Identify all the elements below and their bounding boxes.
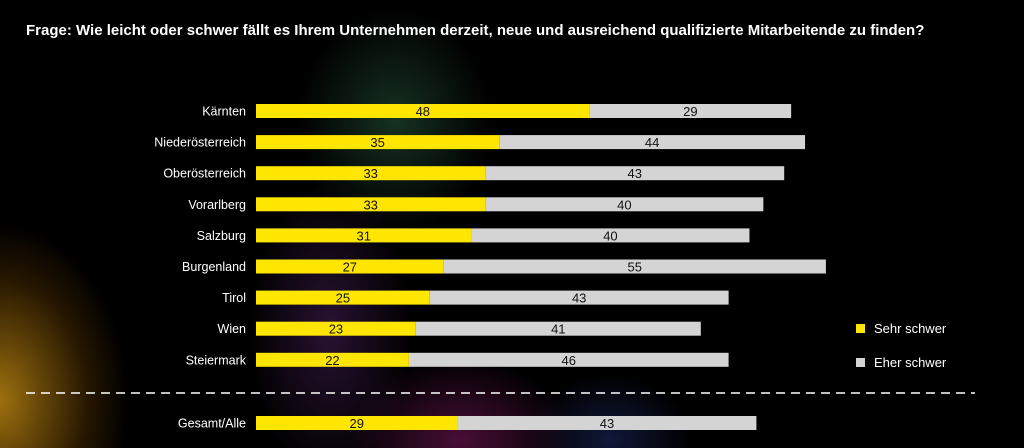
bar-eher-schwer-tirol bbox=[429, 290, 729, 305]
category-label-tirol: Tirol bbox=[222, 291, 246, 305]
legend-swatch-sehr-schwer bbox=[856, 324, 865, 333]
data-label-eher-schwer-oberoesterreich: 43 bbox=[628, 166, 642, 181]
category-label-burgenland: Burgenland bbox=[182, 260, 246, 274]
bar-sehr-schwer-tirol bbox=[256, 290, 430, 305]
bar-sehr-schwer-niederoesterreich bbox=[256, 135, 500, 150]
data-label-eher-schwer-salzburg: 40 bbox=[603, 228, 617, 243]
data-label-sehr-schwer-kaernten: 48 bbox=[416, 104, 430, 119]
data-label-eher-schwer-niederoesterreich: 44 bbox=[645, 135, 659, 150]
category-label-vorarlberg: Vorarlberg bbox=[188, 198, 246, 212]
category-label-gesamt-alle: Gesamt/Alle bbox=[178, 417, 246, 431]
data-label-sehr-schwer-tirol: 25 bbox=[336, 291, 350, 306]
category-label-wien: Wien bbox=[218, 322, 247, 336]
bar-sehr-schwer-burgenland bbox=[256, 259, 444, 274]
category-label-salzburg: Salzburg bbox=[197, 229, 246, 243]
bar-eher-schwer-burgenland bbox=[443, 259, 826, 274]
data-label-eher-schwer-gesamt-alle: 43 bbox=[600, 416, 614, 431]
legend-label-eher-schwer: Eher schwer bbox=[874, 355, 947, 370]
bar-sehr-schwer-oberoesterreich bbox=[256, 166, 486, 181]
data-label-sehr-schwer-gesamt-alle: 29 bbox=[350, 416, 364, 431]
bar-eher-schwer-niederoesterreich bbox=[499, 135, 806, 150]
legend-label-sehr-schwer: Sehr schwer bbox=[874, 321, 947, 336]
legend-item-sehr-schwer: Sehr schwer bbox=[856, 321, 946, 336]
data-label-sehr-schwer-wien: 23 bbox=[329, 322, 343, 337]
data-label-eher-schwer-tirol: 43 bbox=[572, 291, 586, 306]
bar-sehr-schwer-steiermark bbox=[256, 352, 409, 367]
bar-sehr-schwer-kaernten bbox=[256, 104, 590, 118]
category-label-steiermark: Steiermark bbox=[186, 353, 247, 367]
bar-eher-schwer-steiermark bbox=[408, 352, 729, 367]
category-label-niederoesterreich: Niederösterreich bbox=[154, 136, 246, 150]
bar-eher-schwer-vorarlberg bbox=[485, 197, 764, 212]
bar-sehr-schwer-gesamt-alle bbox=[256, 416, 458, 430]
bar-eher-schwer-wien bbox=[415, 321, 701, 336]
data-label-sehr-schwer-niederoesterreich: 35 bbox=[370, 135, 384, 150]
bar-sehr-schwer-salzburg bbox=[256, 228, 472, 243]
bar-sehr-schwer-vorarlberg bbox=[256, 197, 486, 212]
data-label-sehr-schwer-salzburg: 31 bbox=[356, 228, 370, 243]
bar-eher-schwer-kaernten bbox=[589, 104, 792, 118]
legend-item-eher-schwer: Eher schwer bbox=[856, 355, 946, 370]
data-label-eher-schwer-steiermark: 46 bbox=[562, 353, 576, 368]
bar-eher-schwer-salzburg bbox=[471, 228, 750, 243]
data-label-eher-schwer-vorarlberg: 40 bbox=[617, 197, 631, 212]
category-label-kaernten: Kärnten bbox=[202, 105, 246, 119]
chart-title: Frage: Wie leicht oder schwer fällt es I… bbox=[26, 22, 925, 39]
data-label-sehr-schwer-burgenland: 27 bbox=[343, 260, 357, 275]
data-label-eher-schwer-kaernten: 29 bbox=[683, 104, 697, 119]
legend-swatch-eher-schwer bbox=[856, 358, 865, 367]
data-label-sehr-schwer-vorarlberg: 33 bbox=[363, 197, 377, 212]
bar-sehr-schwer-wien bbox=[256, 321, 416, 336]
data-label-sehr-schwer-steiermark: 22 bbox=[325, 353, 339, 368]
bar-eher-schwer-gesamt-alle bbox=[457, 416, 757, 430]
data-label-eher-schwer-wien: 41 bbox=[551, 322, 565, 337]
data-label-sehr-schwer-oberoesterreich: 33 bbox=[363, 166, 377, 181]
data-label-eher-schwer-burgenland: 55 bbox=[628, 260, 642, 275]
bar-eher-schwer-oberoesterreich bbox=[485, 166, 785, 181]
category-label-oberoesterreich: Oberösterreich bbox=[163, 167, 246, 181]
